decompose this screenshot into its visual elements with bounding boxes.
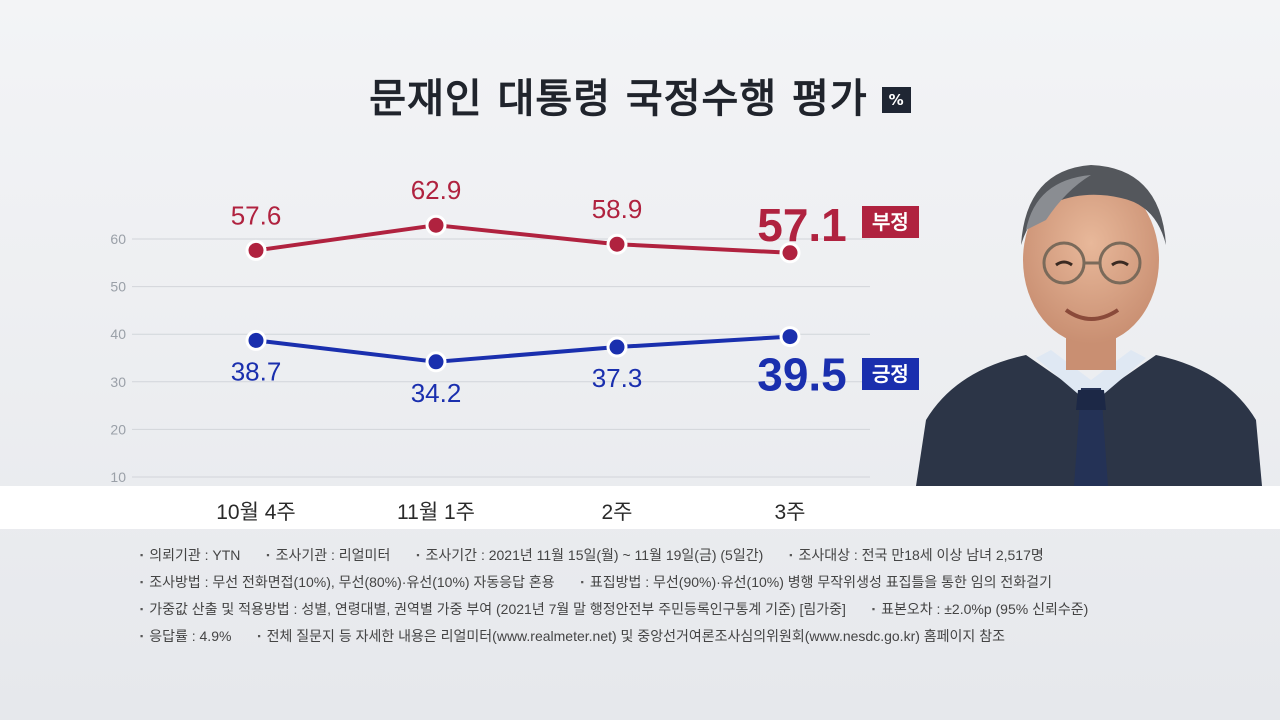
unit-badge: % bbox=[881, 87, 911, 113]
note-item: 조사기관 : 리얼미터 bbox=[266, 544, 391, 566]
note-item: 조사대상 : 전국 만18세 이상 남녀 2,517명 bbox=[789, 544, 1043, 566]
note-line: 조사방법 : 무선 전화면접(10%), 무선(80%)·유선(10%) 자동응… bbox=[140, 571, 1220, 598]
y-tick-label: 50 bbox=[110, 279, 126, 295]
chart-title-wrap: 문재인 대통령 국정수행 평가% bbox=[0, 66, 1280, 124]
note-item: 응답률 : 4.9% bbox=[140, 625, 231, 647]
positive-series-tag: 긍정 bbox=[862, 358, 919, 390]
x-category-label: 2주 bbox=[601, 501, 633, 524]
x-category-label: 11월 1주 bbox=[397, 501, 475, 524]
negative-series-tag: 부정 bbox=[862, 206, 919, 238]
negative-value-label: 57.1 bbox=[757, 199, 847, 251]
x-category-label: 10월 4주 bbox=[216, 501, 296, 524]
note-item: 조사방법 : 무선 전화면접(10%), 무선(80%)·유선(10%) 자동응… bbox=[140, 571, 554, 593]
y-tick-label: 40 bbox=[110, 326, 126, 342]
negative-value-label: 57.6 bbox=[231, 200, 282, 230]
positive-point bbox=[606, 336, 628, 358]
positive-point bbox=[779, 326, 801, 348]
note-line: 의뢰기관 : YTN 조사기관 : 리얼미터 조사기간 : 2021년 11월 15… bbox=[140, 544, 1220, 571]
note-item: 조사기간 : 2021년 11월 15일(월) ~ 11월 19일(금) (5일… bbox=[416, 544, 764, 566]
negative-value-label: 62.9 bbox=[411, 175, 462, 205]
y-tick-label: 10 bbox=[110, 469, 126, 485]
y-tick-label: 30 bbox=[110, 374, 126, 390]
note-line: 가중값 산출 및 적용방법 : 성별, 연령대별, 권역별 가중 부여 (202… bbox=[140, 598, 1220, 625]
president-portrait bbox=[916, 165, 1262, 486]
positive-point bbox=[425, 351, 447, 373]
negative-point bbox=[779, 242, 801, 264]
note-item: 표집방법 : 무선(90%)·유선(10%) 병행 무작위생성 표집틀을 통한 … bbox=[581, 571, 1052, 593]
negative-point bbox=[606, 233, 628, 255]
positive-series-line bbox=[255, 334, 791, 364]
survey-notes: 의뢰기관 : YTN 조사기관 : 리얼미터 조사기간 : 2021년 11월 15… bbox=[140, 544, 1220, 652]
note-item: 전체 질문지 등 자세한 내용은 리얼미터(www.realmeter.net)… bbox=[257, 625, 1005, 647]
chart-title: 문재인 대통령 국정수행 평가 bbox=[369, 76, 868, 122]
positive-value-label: 34.2 bbox=[411, 378, 462, 408]
negative-series-line bbox=[255, 223, 791, 255]
positive-value-label: 38.7 bbox=[231, 356, 282, 386]
positive-value-label: 39.5 bbox=[757, 349, 847, 401]
note-item: 의뢰기관 : YTN bbox=[140, 544, 240, 566]
negative-point bbox=[425, 214, 447, 236]
positive-value-label: 37.3 bbox=[592, 363, 643, 393]
y-tick-label: 60 bbox=[110, 231, 126, 247]
positive-point bbox=[245, 329, 267, 351]
x-axis-band bbox=[0, 486, 1280, 529]
negative-point bbox=[245, 239, 267, 261]
y-tick-label: 20 bbox=[110, 421, 126, 437]
note-item: 가중값 산출 및 적용방법 : 성별, 연령대별, 권역별 가중 부여 (202… bbox=[140, 598, 846, 620]
note-line: 응답률 : 4.9% 전체 질문지 등 자세한 내용은 리얼미터(www.real… bbox=[140, 625, 1220, 652]
note-item: 표본오차 : ±2.0%p (95% 신뢰수준) bbox=[872, 598, 1088, 620]
x-category-label: 3주 bbox=[774, 501, 806, 524]
negative-value-label: 58.9 bbox=[592, 194, 643, 224]
